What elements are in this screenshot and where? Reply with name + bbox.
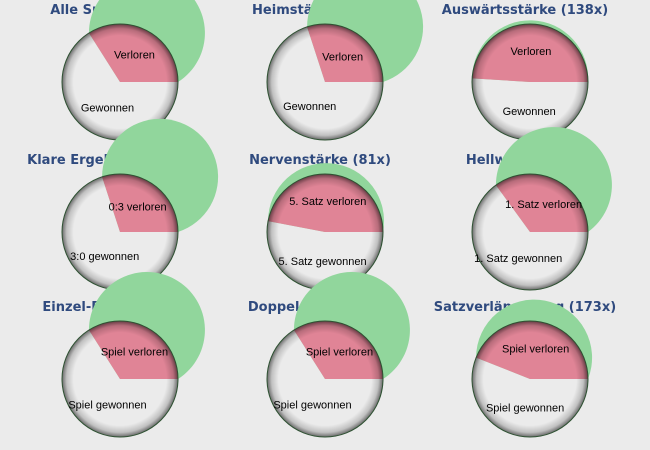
pie-rim [471,173,589,291]
pie-label-lost: Spiel verloren [306,347,373,359]
pie-rim [61,320,179,438]
pie-bevel [62,321,178,437]
pie-chart: 1. Satz verloren 1. Satz gewonnen [471,127,612,291]
pie-label-lost: 5. Satz verloren [289,196,366,208]
pie-chart: Spiel verloren Spiel gewonnen [266,272,410,438]
pie-label-won: Spiel gewonnen [486,402,564,414]
pie-chart: Spiel verloren Spiel gewonnen [61,272,205,438]
pie-label-won: Spiel gewonnen [273,400,351,412]
pie-chart-panel: Einzel-Bilanz (216x)Spiel verlorenSpiel … [15,272,215,442]
pie-label-lost: Verloren [322,52,363,64]
pie-bevel [267,174,383,290]
pie-chart: Verloren Gewonnen [266,0,424,141]
pie-rim [471,320,589,438]
pie-rim [266,320,384,438]
pie-label-won: Gewonnen [81,103,134,115]
pie-chart-panel: Nervenstärke (81x) 5. Satz verloren 5. Sat… [220,150,420,295]
chart-title: Nervenstärke (81x) [249,153,391,168]
pie-rim [266,23,384,141]
pie-label-won: Gewonnen [283,101,336,113]
pie-label-lost: Verloren [510,46,551,58]
pie-label-lost: 0:3 verloren [109,202,167,214]
pie-label-won: Gewonnen [503,106,556,118]
pie-label-won: 3:0 gewonnen [70,251,139,263]
pie-chart: 0:3 verloren 3:0 gewonnen [61,118,219,291]
pie-bevel [267,321,383,437]
pie-chart: Verloren Gewonnen [471,20,589,141]
pie-label-lost: Spiel verloren [101,347,168,359]
pie-label-lost: Verloren [114,50,155,62]
pie-label-won: Spiel gewonnen [68,400,146,412]
pie-label-lost: Spiel verloren [502,343,569,355]
pie-label-won: 1. Satz gewonnen [474,253,562,265]
pie-label-won: 5. Satz gewonnen [279,256,367,268]
chart-title: Auswärtsstärke (138x) [441,3,609,18]
pie-bevel [62,24,178,140]
pie-chart: 5. Satz verloren 5. Satz gewonnen [266,163,385,291]
pie-bevel [472,174,588,290]
pie-chart: Spiel verloren Spiel gewonnen [471,299,593,438]
pie-chart: Verloren Gewonnen [61,0,205,141]
pie-label-lost: 1. Satz verloren [505,199,582,211]
pie-bevel [472,321,588,437]
pie-chart-panel: Auswärtsstärke (138x) Verloren Gewonnen [425,0,625,145]
pie-bevel [472,24,588,140]
pie-bevel [267,24,383,140]
pie-chart-panel: Satzverlängerung (173x) Spiel verloren Spi… [425,297,625,442]
pie-bevel [62,174,178,290]
